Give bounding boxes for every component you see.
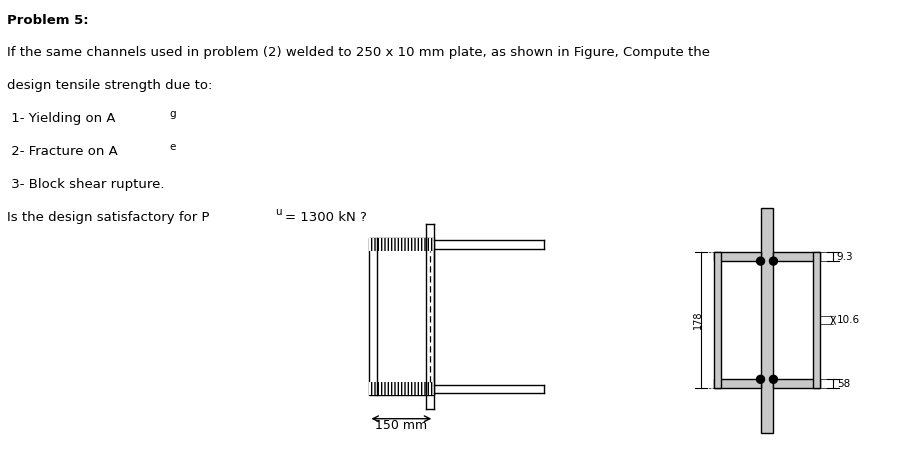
Text: = 1300 kN ?: = 1300 kN ? <box>285 211 367 224</box>
Text: e: e <box>169 142 176 152</box>
Text: 3- Block shear rupture.: 3- Block shear rupture. <box>7 178 164 191</box>
Text: 150 mm: 150 mm <box>375 419 428 433</box>
Bar <box>369 382 434 395</box>
Bar <box>773 252 821 261</box>
Text: u: u <box>275 207 282 217</box>
Bar <box>713 379 760 388</box>
Text: 1- Yielding on A: 1- Yielding on A <box>7 112 115 125</box>
Circle shape <box>757 375 764 383</box>
Text: Is the design satisfactory for P: Is the design satisfactory for P <box>7 211 210 224</box>
Text: 2- Fracture on A: 2- Fracture on A <box>7 145 118 158</box>
Text: 10.6: 10.6 <box>837 315 860 325</box>
Text: 58: 58 <box>837 379 850 389</box>
Bar <box>369 238 434 395</box>
Bar <box>713 252 760 261</box>
Bar <box>713 252 721 388</box>
Bar <box>760 207 773 433</box>
Circle shape <box>770 257 777 265</box>
Text: 178: 178 <box>693 311 703 330</box>
Bar <box>773 379 821 388</box>
Text: If the same channels used in problem (2) welded to 250 x 10 mm plate, as shown i: If the same channels used in problem (2)… <box>7 46 711 60</box>
Text: g: g <box>169 109 176 119</box>
Circle shape <box>757 257 764 265</box>
Bar <box>369 238 434 251</box>
Text: 9.3: 9.3 <box>837 252 854 262</box>
Bar <box>813 252 821 388</box>
Text: design tensile strength due to:: design tensile strength due to: <box>7 79 213 92</box>
Text: Problem 5:: Problem 5: <box>7 14 89 27</box>
Circle shape <box>770 375 777 383</box>
